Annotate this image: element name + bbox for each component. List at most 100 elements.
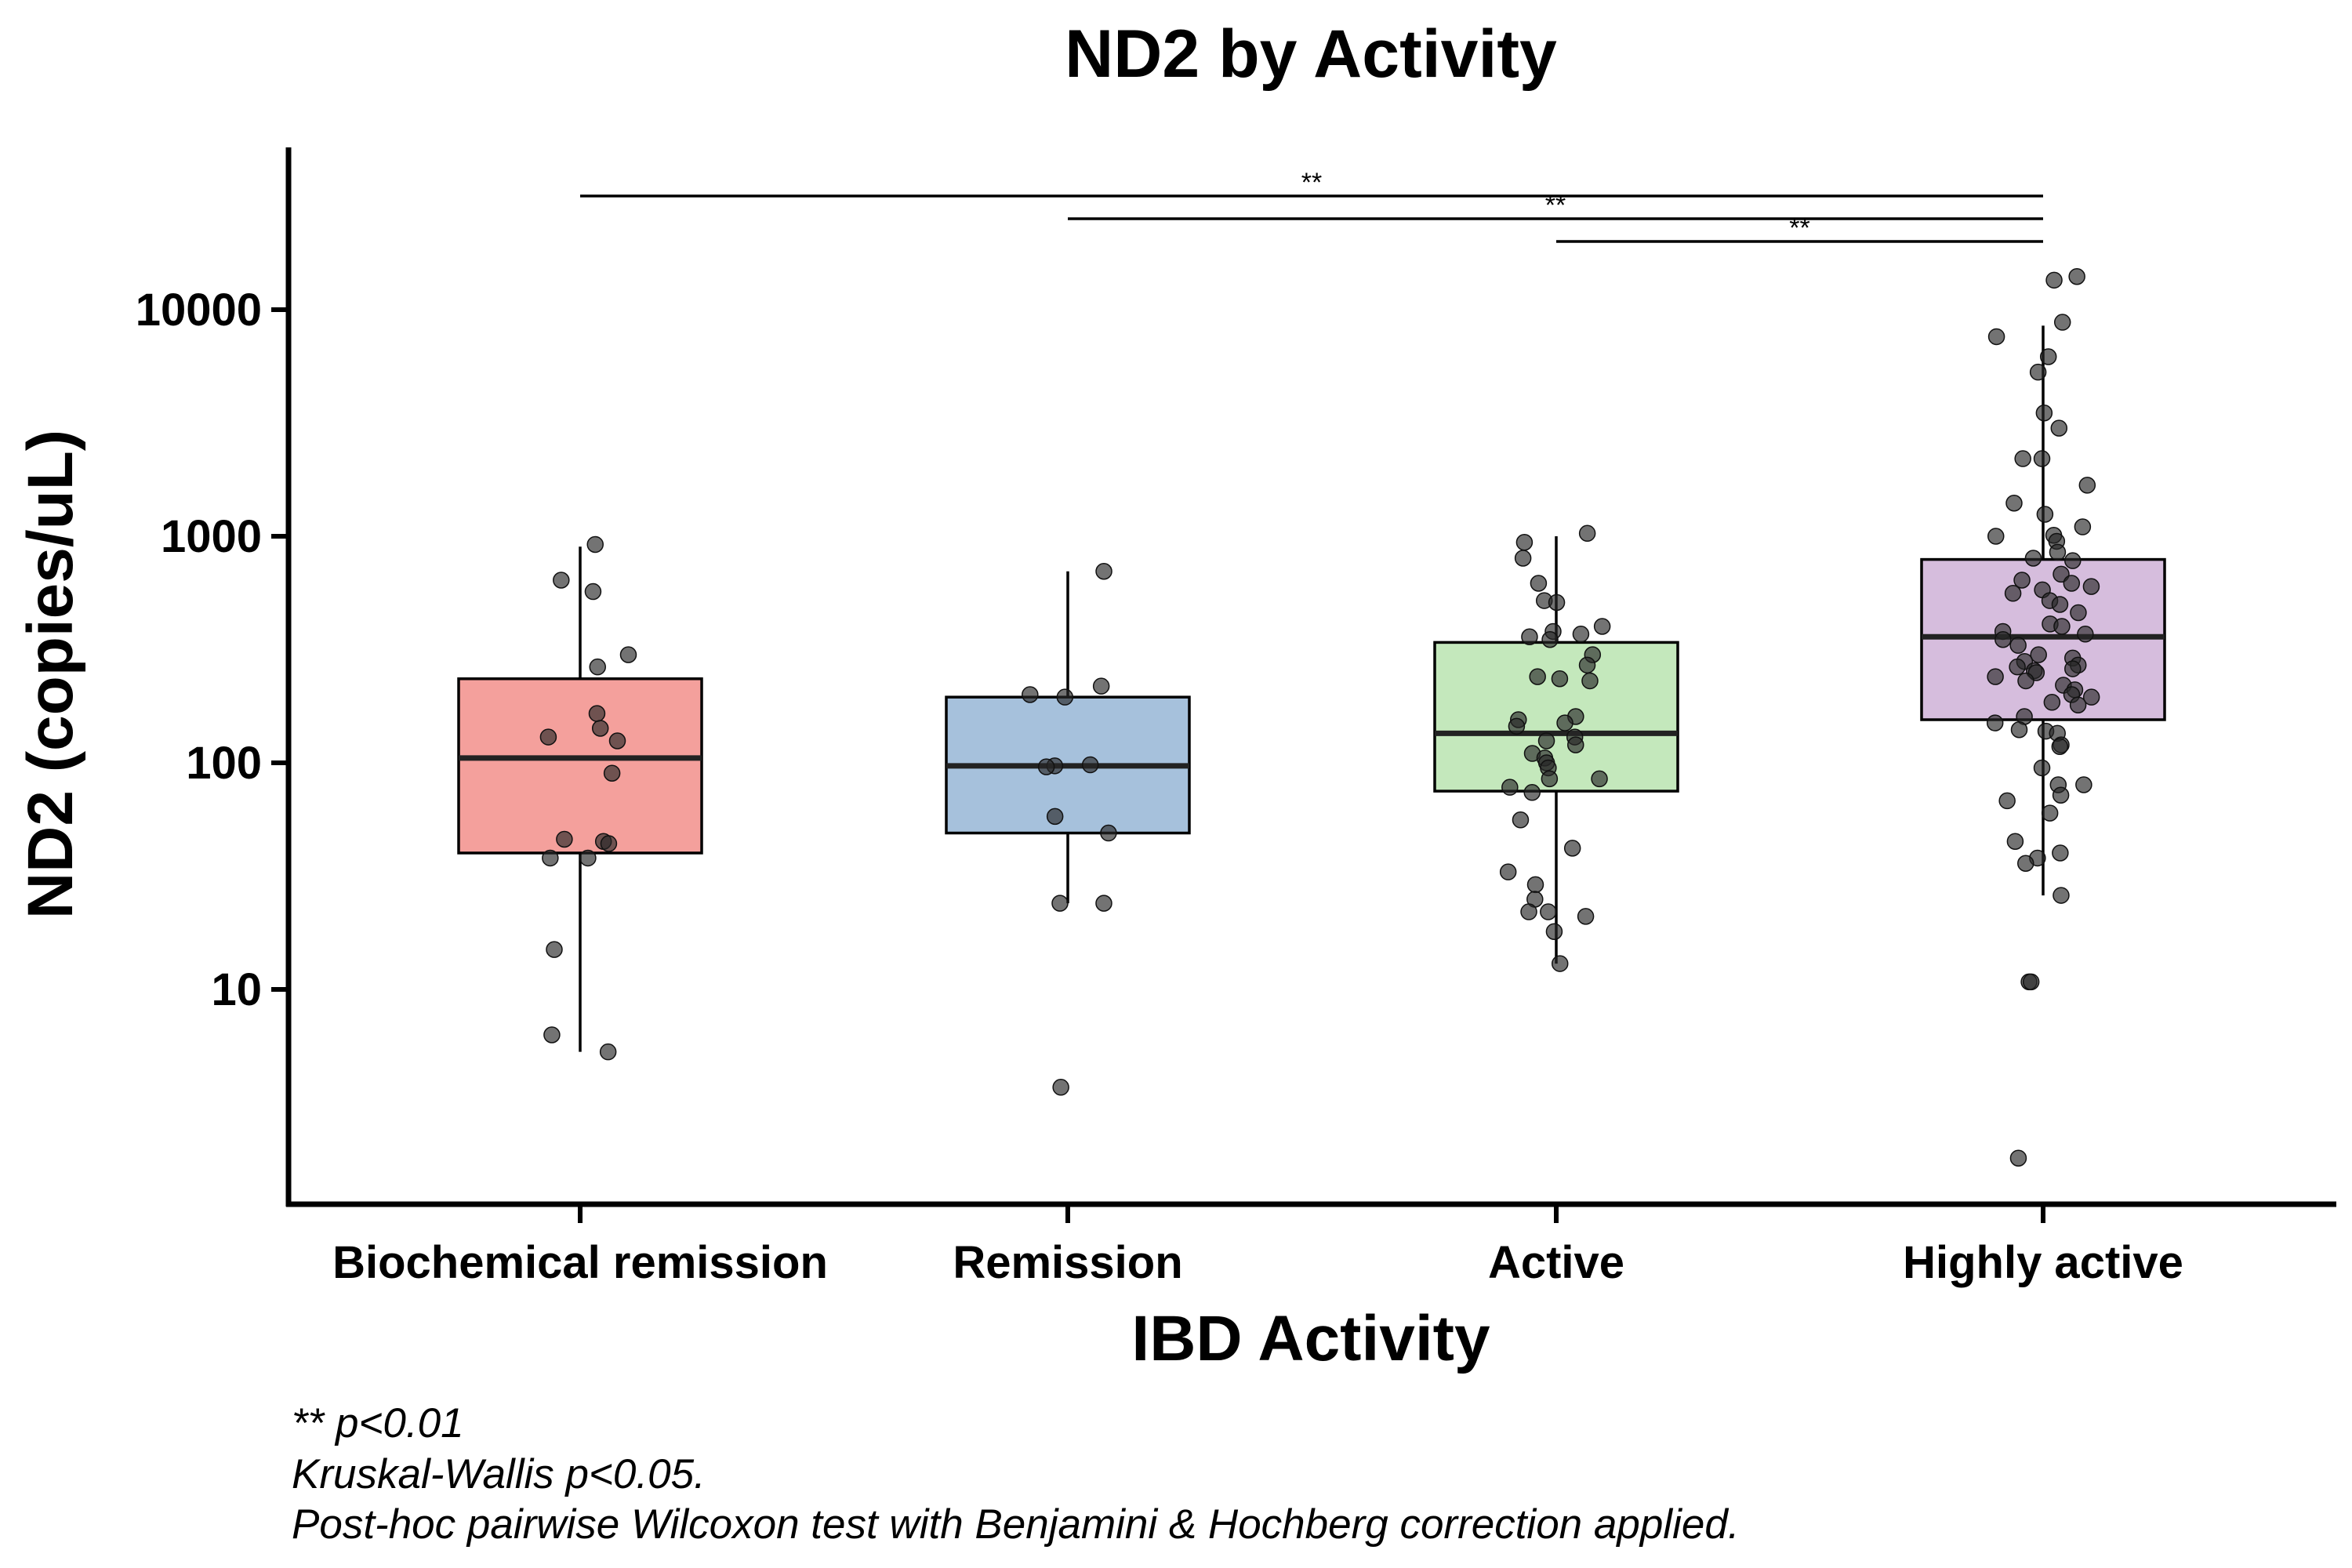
- data-point: [1994, 631, 2012, 648]
- data-point: [619, 646, 637, 663]
- data-point: [579, 849, 597, 867]
- data-point: [1515, 534, 1534, 551]
- data-point: [553, 572, 570, 589]
- data-point: [1037, 758, 1055, 775]
- data-point: [2077, 626, 2094, 643]
- y-tick-label: 100: [186, 738, 262, 789]
- x-tick-label: Highly active: [1903, 1237, 2183, 1288]
- y-tick-label: 1000: [161, 511, 262, 562]
- data-point: [1530, 575, 1548, 592]
- data-point: [1508, 717, 1526, 735]
- data-point: [2082, 578, 2100, 595]
- data-point: [2053, 618, 2071, 635]
- x-axis-label: IBD Activity: [1131, 1303, 1490, 1374]
- data-point: [2064, 552, 2082, 569]
- data-point: [2005, 495, 2023, 512]
- data-point: [2004, 585, 2022, 602]
- data-point: [2052, 844, 2069, 862]
- footnote-significance: ** p<0.01: [292, 1400, 464, 1446]
- data-point: [1526, 876, 1544, 894]
- data-point: [1100, 824, 1117, 842]
- data-point: [1987, 528, 2005, 545]
- data-point: [2051, 738, 2069, 755]
- data-point: [543, 1026, 561, 1044]
- data-point: [1581, 672, 1599, 690]
- data-point: [1591, 770, 1608, 788]
- data-point: [2006, 833, 2024, 850]
- data-point: [1529, 668, 1546, 685]
- boxes: [457, 325, 2166, 1052]
- data-point: [556, 830, 573, 848]
- data-point: [1520, 903, 1537, 920]
- data-point: [1578, 524, 1596, 543]
- data-point: [1567, 736, 1584, 753]
- data-point: [2050, 419, 2068, 437]
- data-point: [2068, 268, 2085, 285]
- data-point: [586, 535, 604, 554]
- data-point: [1514, 550, 1532, 567]
- data-point: [1551, 670, 1569, 688]
- data-point: [1501, 779, 1519, 796]
- data-points: [539, 268, 2100, 1167]
- significance-label: **: [1789, 213, 1809, 243]
- data-point: [2014, 450, 2031, 467]
- data-point: [546, 941, 563, 958]
- data-point: [2053, 887, 2070, 904]
- data-point: [2045, 271, 2063, 289]
- data-point: [2069, 696, 2087, 713]
- data-point: [2024, 550, 2042, 567]
- data-point: [2051, 596, 2069, 613]
- data-point: [1046, 808, 1064, 826]
- data-point: [2013, 572, 2031, 589]
- data-point: [599, 1043, 617, 1061]
- box-remission: [945, 571, 1191, 904]
- data-point: [2064, 660, 2082, 677]
- data-point: [1563, 840, 1581, 857]
- data-point: [2053, 314, 2071, 331]
- data-point: [584, 583, 602, 601]
- data-point: [2017, 672, 2034, 690]
- y-tick-label: 10000: [136, 285, 262, 336]
- data-point: [2070, 604, 2087, 622]
- data-point: [2009, 1149, 2027, 1167]
- data-point: [1541, 770, 1559, 788]
- data-point: [588, 705, 606, 722]
- data-point: [1512, 811, 1530, 829]
- data-point: [1987, 328, 2005, 346]
- chart-title: ND2 by Activity: [1065, 16, 1557, 92]
- data-point: [1556, 714, 1573, 731]
- data-point: [2036, 506, 2054, 523]
- data-point: [2052, 786, 2070, 804]
- data-point: [1095, 563, 1112, 580]
- data-point: [2033, 450, 2051, 467]
- y-axis-label: ND2 (copies/uL): [15, 430, 86, 919]
- box-iqr: [457, 677, 703, 855]
- data-point: [2010, 721, 2028, 739]
- data-point: [2009, 637, 2027, 654]
- data-point: [1051, 895, 1069, 912]
- data-point: [1081, 756, 1099, 774]
- data-point: [2082, 688, 2100, 706]
- data-point: [2033, 759, 2051, 777]
- data-point: [1572, 626, 1590, 643]
- data-point: [1092, 677, 1110, 695]
- data-point: [1545, 923, 1563, 940]
- data-point: [2035, 405, 2053, 422]
- data-point: [1578, 656, 1596, 674]
- data-point: [1521, 628, 1538, 645]
- data-point: [1056, 688, 1074, 706]
- significance-label: **: [1545, 191, 1566, 220]
- data-point: [2009, 658, 2026, 676]
- data-point: [589, 658, 607, 676]
- footnote-correction: Post-hoc pairwise Wilcoxon test with Ben…: [292, 1501, 1740, 1548]
- x-tick-label: Active: [1488, 1237, 1624, 1288]
- data-point: [2041, 804, 2059, 822]
- data-point: [2075, 776, 2092, 793]
- x-axis: Biochemical remission Remission Active High…: [286, 1201, 2336, 1288]
- data-point: [591, 720, 609, 737]
- data-point: [1998, 792, 2016, 810]
- data-point: [1523, 784, 1541, 801]
- data-point: [603, 764, 621, 782]
- data-point: [1540, 903, 1557, 920]
